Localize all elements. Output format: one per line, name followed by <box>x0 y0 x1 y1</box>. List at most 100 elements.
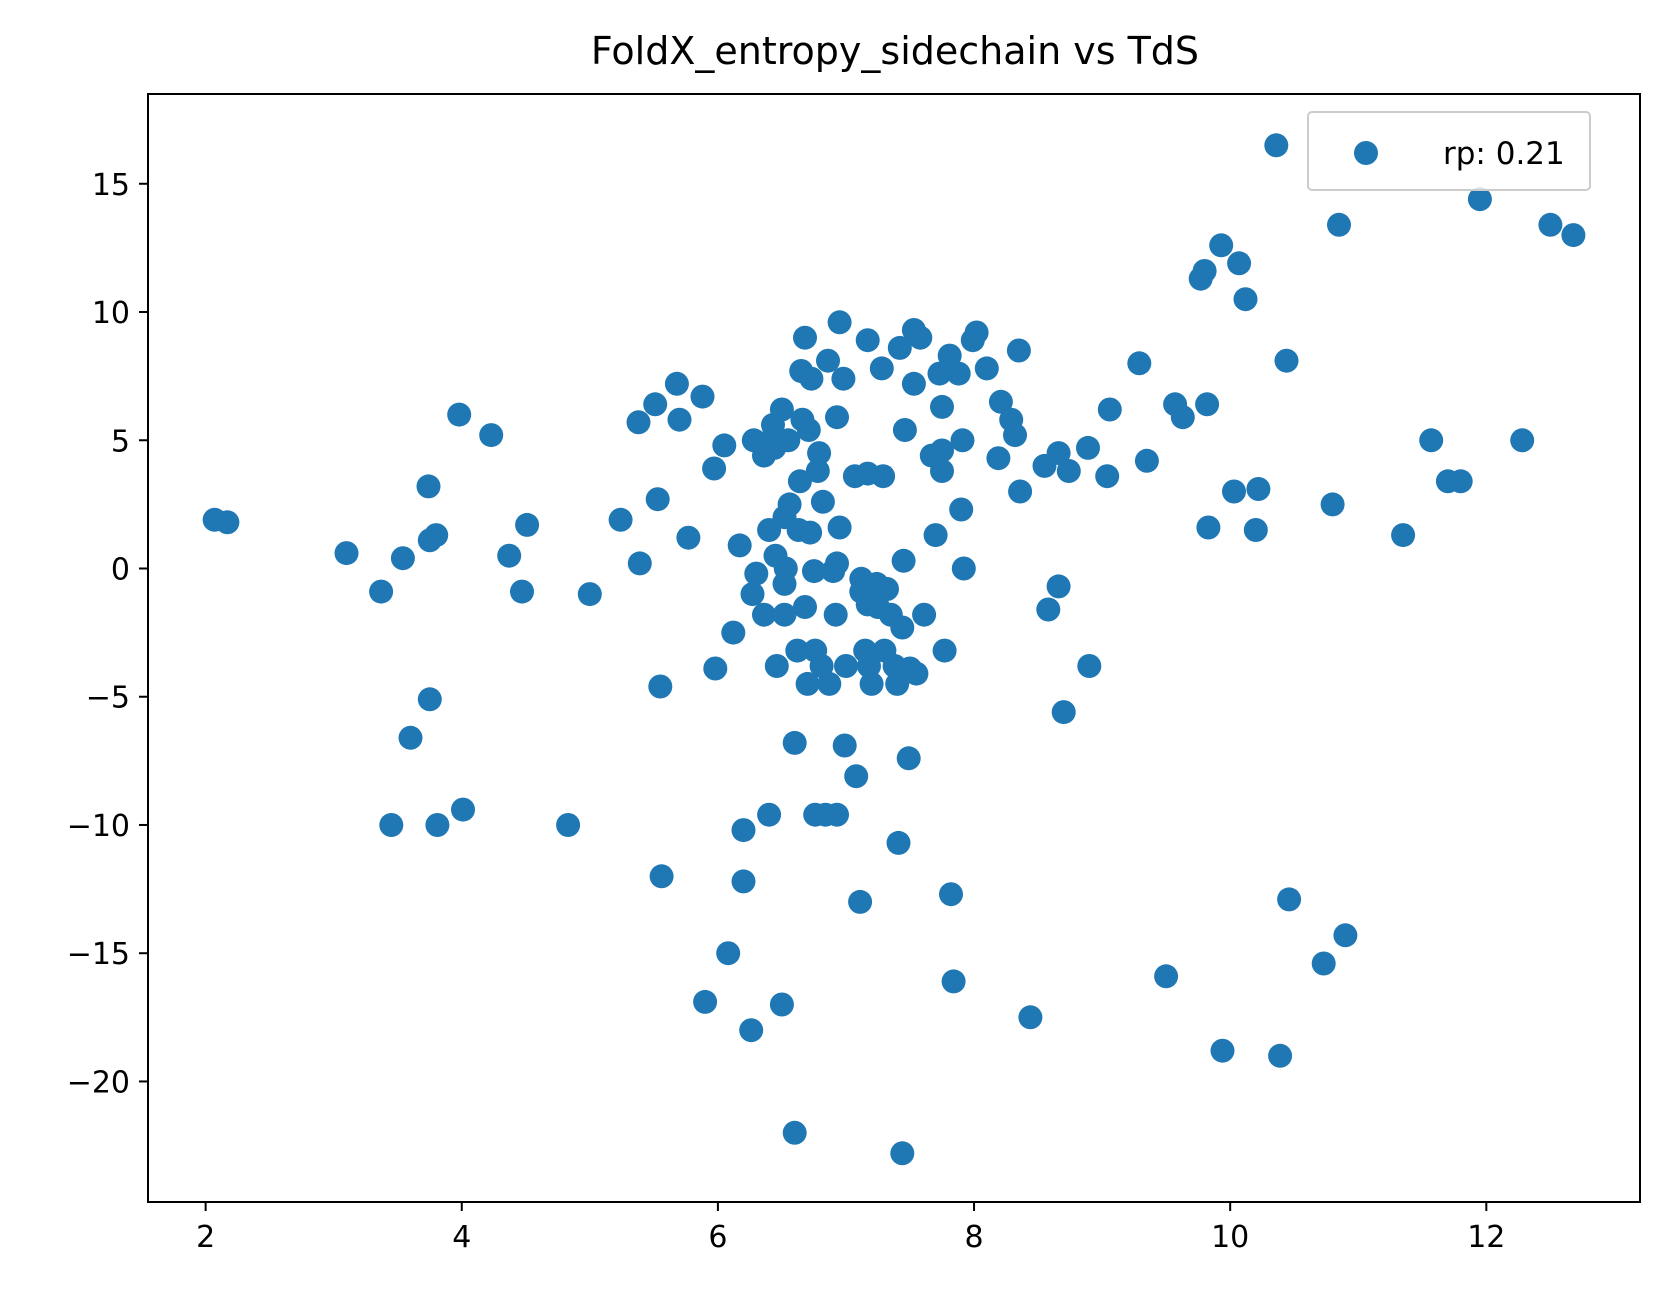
x-tick-label: 8 <box>964 1220 983 1255</box>
scatter-point <box>908 325 933 350</box>
scatter-point <box>1046 441 1071 466</box>
scatter-point <box>703 656 728 681</box>
scatter-point <box>627 551 652 576</box>
scatter-point <box>859 671 884 696</box>
scatter-point <box>693 989 718 1014</box>
scatter-point <box>727 533 752 558</box>
scatter-point <box>1246 477 1271 501</box>
scatter-point <box>757 802 782 827</box>
y-tick-label: 5 <box>111 424 130 459</box>
scatter-point <box>721 620 746 645</box>
scatter-point <box>869 356 894 381</box>
scatter-point <box>1561 223 1586 248</box>
scatter-point <box>923 523 948 548</box>
scatter-point <box>643 392 668 417</box>
scatter-point <box>896 746 921 771</box>
scatter-point <box>799 366 824 391</box>
scatter-point <box>334 541 359 566</box>
scatter-point <box>769 397 794 422</box>
scatter-point <box>1095 464 1120 489</box>
scatter-point <box>823 602 848 627</box>
scatter-point <box>927 361 952 386</box>
scatter-point <box>1419 428 1444 453</box>
scatter-point <box>497 543 522 568</box>
scatter-point <box>731 869 756 894</box>
scatter-point <box>827 310 852 335</box>
scatter-point <box>890 1141 915 1166</box>
scatter-point <box>608 507 633 532</box>
scatter-point <box>810 489 835 514</box>
scatter-point <box>1051 700 1076 725</box>
scatter-point <box>816 348 840 373</box>
scatter-point <box>731 818 756 843</box>
legend-marker <box>1354 141 1378 165</box>
scatter-point <box>577 582 602 607</box>
scatter-point <box>390 546 415 571</box>
scatter-point <box>892 418 917 442</box>
scatter-point <box>941 969 966 994</box>
scatter-point <box>1195 392 1220 417</box>
scatter-point <box>739 1018 764 1043</box>
scatter-point <box>1320 492 1345 517</box>
scatter-point <box>1018 1005 1043 1030</box>
x-tick-label: 2 <box>196 1220 215 1255</box>
scatter-point <box>510 579 534 604</box>
scatter-point <box>949 497 974 522</box>
scatter-point <box>807 441 832 466</box>
scatter-point <box>825 551 849 576</box>
scatter-point <box>793 325 817 350</box>
scatter-point <box>479 423 504 448</box>
scatter-point <box>857 654 881 678</box>
scatter-point <box>796 418 821 442</box>
y-tick-label: 10 <box>92 296 130 331</box>
scatter-point <box>1209 233 1234 258</box>
scatter-point <box>1222 479 1246 504</box>
scatter-point <box>901 371 926 396</box>
scatter-point <box>425 813 450 837</box>
scatter-point <box>712 433 737 458</box>
scatter-point <box>451 797 475 822</box>
scatter-point <box>904 661 929 686</box>
scatter-point <box>716 941 741 966</box>
scatter-point <box>937 343 962 368</box>
scatter-point <box>1264 133 1289 158</box>
scatter-point <box>744 561 769 586</box>
scatter-point <box>1311 951 1336 976</box>
scatter-point <box>1046 574 1071 599</box>
scatter-point <box>890 615 915 640</box>
scatter-point <box>782 1120 807 1145</box>
scatter-point <box>1196 515 1221 540</box>
scatter-point <box>1233 287 1258 312</box>
scatter-point <box>1006 338 1031 363</box>
scatter-point <box>946 361 971 386</box>
scatter-point <box>1467 187 1492 212</box>
scatter-point <box>1327 212 1351 237</box>
scatter-point <box>626 410 651 435</box>
scatter-point <box>950 428 975 453</box>
x-tick-label: 12 <box>1467 1220 1505 1255</box>
scatter-point <box>988 389 1013 414</box>
scatter-point <box>817 671 842 696</box>
scatter-point <box>782 730 807 755</box>
scatter-point <box>964 320 989 345</box>
scatter-point <box>795 671 820 696</box>
scatter-point <box>932 638 957 663</box>
scatter-point <box>1227 251 1252 276</box>
scatter-point <box>825 802 849 827</box>
scatter-point <box>848 889 873 914</box>
chart-title: FoldX_entropy_sidechain vs TdS <box>591 29 1199 73</box>
scatter-point <box>787 469 812 494</box>
scatter-point <box>369 579 394 604</box>
scatter-point <box>1127 351 1152 376</box>
scatter-point <box>379 813 404 837</box>
scatter-point <box>831 366 856 391</box>
scatter-point <box>398 725 423 750</box>
x-tick-label: 10 <box>1211 1220 1249 1255</box>
scatter-point <box>809 654 834 678</box>
scatter-point <box>1097 397 1122 422</box>
scatter-point <box>986 446 1011 471</box>
scatter-point <box>690 384 715 409</box>
scatter-point <box>834 654 858 678</box>
y-tick-label: 15 <box>92 168 130 203</box>
